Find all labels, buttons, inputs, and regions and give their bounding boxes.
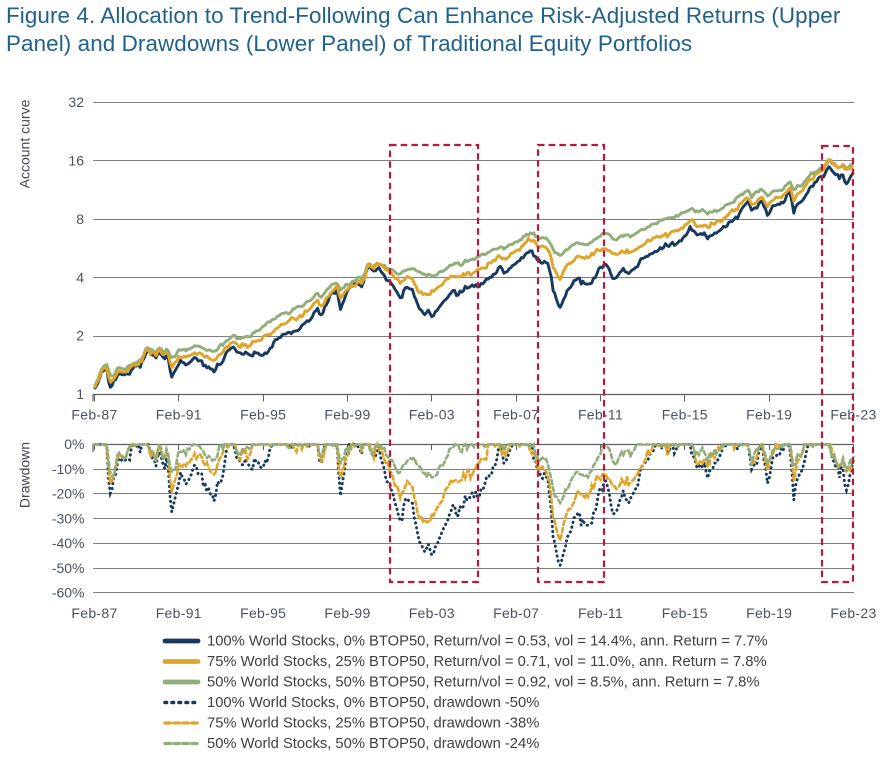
svg-text:Feb-91: Feb-91 [156, 406, 202, 422]
svg-text:Feb-19: Feb-19 [746, 605, 792, 621]
svg-text:Feb-03: Feb-03 [409, 406, 455, 422]
svg-text:Feb-99: Feb-99 [324, 406, 370, 422]
svg-text:Feb-19: Feb-19 [746, 406, 792, 422]
svg-text:Account curve: Account curve [17, 99, 33, 188]
svg-text:Feb-11: Feb-11 [578, 605, 623, 621]
svg-text:4: 4 [76, 269, 84, 285]
svg-text:-40%: -40% [52, 535, 85, 551]
svg-text:100% World Stocks, 0% BTOP50,: 100% World Stocks, 0% BTOP50, Return/vol… [207, 634, 768, 650]
svg-text:2: 2 [76, 328, 84, 344]
svg-text:75% World Stocks, 25% BTOP50,: 75% World Stocks, 25% BTOP50, drawdown -… [207, 716, 539, 732]
svg-text:Feb-23: Feb-23 [830, 605, 876, 621]
svg-text:Feb-23: Feb-23 [830, 406, 876, 422]
svg-text:32: 32 [68, 94, 84, 110]
svg-text:-20%: -20% [52, 486, 85, 502]
svg-text:Feb-15: Feb-15 [662, 605, 708, 621]
svg-text:-30%: -30% [52, 510, 85, 526]
svg-text:Feb-11: Feb-11 [578, 406, 623, 422]
svg-text:16: 16 [68, 153, 84, 169]
svg-text:Feb-15: Feb-15 [662, 406, 708, 422]
svg-text:Feb-07: Feb-07 [493, 605, 539, 621]
svg-text:Feb-03: Feb-03 [409, 605, 455, 621]
svg-text:Feb-99: Feb-99 [324, 605, 370, 621]
svg-text:75% World Stocks, 25% BTOP50,: 75% World Stocks, 25% BTOP50, Return/vol… [207, 654, 767, 670]
svg-text:100% World Stocks, 0% BTOP50,: 100% World Stocks, 0% BTOP50, drawdown -… [207, 695, 539, 711]
svg-text:1: 1 [76, 386, 84, 402]
svg-text:Feb-87: Feb-87 [71, 406, 117, 422]
svg-text:8: 8 [76, 211, 84, 227]
svg-text:Feb-95: Feb-95 [240, 605, 286, 621]
svg-text:0%: 0% [64, 436, 84, 452]
svg-text:Feb-07: Feb-07 [493, 406, 539, 422]
svg-text:-10%: -10% [52, 461, 85, 477]
svg-text:Drawdown: Drawdown [17, 442, 33, 508]
svg-text:Feb-91: Feb-91 [156, 605, 202, 621]
svg-text:-50%: -50% [52, 560, 85, 576]
svg-text:-60%: -60% [52, 585, 85, 601]
svg-text:50% World Stocks, 50% BTOP50,: 50% World Stocks, 50% BTOP50, Return/vol… [207, 675, 759, 691]
svg-text:50% World Stocks, 50% BTOP50,: 50% World Stocks, 50% BTOP50, drawdown -… [207, 736, 539, 752]
svg-text:Feb-95: Feb-95 [240, 406, 286, 422]
svg-text:Feb-87: Feb-87 [71, 605, 117, 621]
